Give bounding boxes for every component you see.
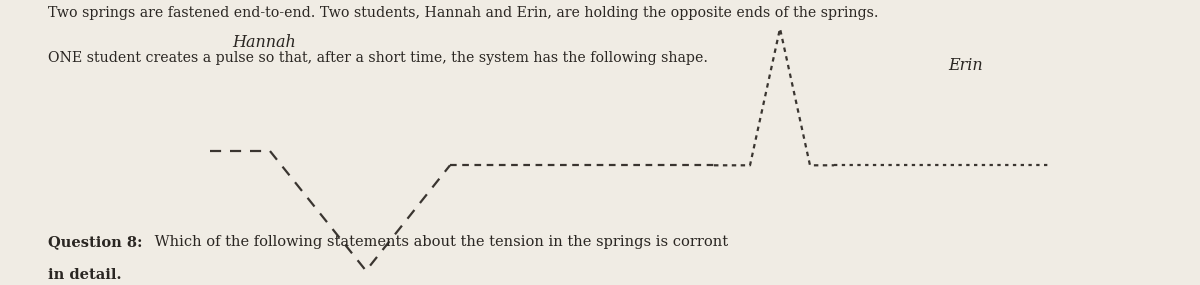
Text: in detail.: in detail. — [48, 268, 121, 282]
Text: ONE student creates a pulse so that, after a short time, the system has the foll: ONE student creates a pulse so that, aft… — [48, 51, 708, 65]
Text: Which of the following statements about the tension in the springs is corront: Which of the following statements about … — [150, 235, 728, 249]
Text: Hannah: Hannah — [232, 34, 296, 51]
Text: Question 8:: Question 8: — [48, 235, 143, 249]
Text: Two springs are fastened end-to-end. Two students, Hannah and Erin, are holding : Two springs are fastened end-to-end. Two… — [48, 6, 878, 20]
Text: Erin: Erin — [948, 57, 983, 74]
